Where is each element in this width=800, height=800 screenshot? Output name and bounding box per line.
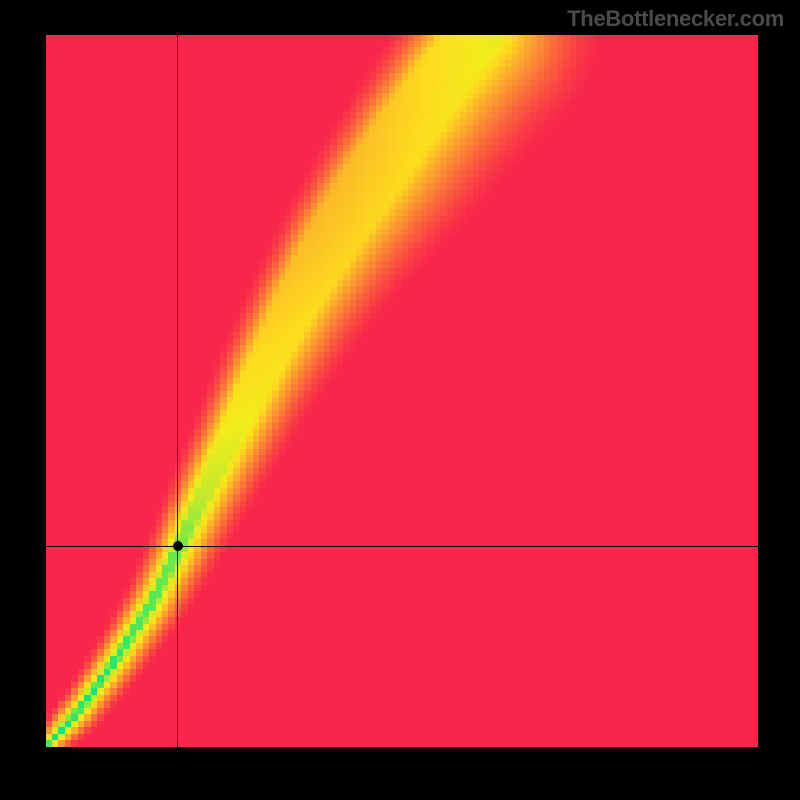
chart-container: TheBottlenecker.com — [0, 0, 800, 800]
watermark: TheBottlenecker.com — [567, 6, 784, 32]
plot-area — [46, 35, 758, 747]
marker-point — [173, 541, 183, 551]
crosshair-horizontal — [46, 546, 758, 547]
crosshair-vertical — [177, 35, 178, 747]
heatmap-canvas — [46, 35, 758, 747]
